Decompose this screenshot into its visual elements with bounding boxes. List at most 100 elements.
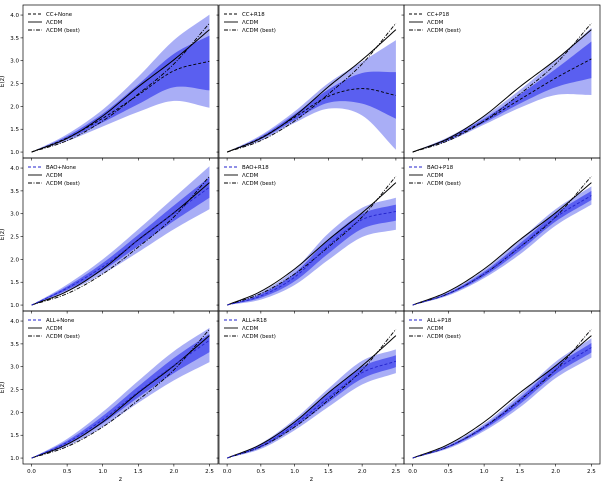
lcdm-best-line [31, 328, 210, 459]
band-95 [227, 40, 396, 153]
legend-entry: CC+R18 [242, 12, 265, 18]
plot-area [412, 22, 592, 153]
y-tick-label: 4.0 [10, 13, 19, 19]
lcdm-best-line [226, 22, 397, 153]
lcdm-best-line [31, 175, 210, 306]
legend-entry: BAO+P18 [427, 165, 454, 171]
lcdm-best-line [31, 22, 210, 153]
band-68 [412, 190, 592, 306]
legend: CC+P18 ΛCDM ΛCDM (best) [409, 12, 461, 34]
y-tick-label: 4.0 [10, 319, 19, 325]
band-68 [227, 71, 396, 153]
median-line [412, 58, 592, 153]
x-tick-label: 1.5 [324, 469, 333, 475]
band-95 [412, 186, 592, 306]
lcdm-best-line [412, 175, 592, 306]
legend-entry: ΛCDM [427, 326, 444, 332]
legend-entry: ALL+P18 [427, 318, 452, 324]
median-line [226, 88, 396, 153]
band-95 [31, 14, 210, 153]
y-tick-label: 3.5 [10, 36, 19, 42]
median-line [412, 195, 592, 306]
median-line [226, 360, 397, 459]
x-tick-label: 2.0 [358, 469, 367, 475]
y-tick-label: 3.0 [10, 212, 19, 218]
x-axis-label: z [119, 476, 122, 483]
panel-bao-r18: BAO+R18 ΛCDM ΛCDM (best) [216, 157, 405, 314]
band-95 [31, 327, 210, 459]
legend: ALL+P18 ΛCDM ΛCDM (best) [409, 318, 461, 340]
legend-entry: ΛCDM (best) [46, 181, 80, 187]
x-tick-label: 2.5 [587, 469, 596, 475]
plot-area [31, 327, 210, 459]
lcdm-line [412, 335, 592, 459]
band-95 [412, 27, 592, 153]
y-tick-label: 1.0 [10, 303, 19, 309]
x-tick-label: 1.0 [480, 469, 489, 475]
y-tick-label: 3.0 [10, 365, 19, 371]
legend-entry: ALL+R18 [242, 318, 267, 324]
panel-bao-p18: BAO+P18 ΛCDM ΛCDM (best) [401, 157, 601, 314]
median-line [31, 60, 210, 153]
panel-all-r18: 0.0 0.5 1.0 1.5 2.0 2.5 z ALL+R18 ΛCDM ΛCDM (best… [216, 310, 405, 483]
panel-cc-none: 1.0 1.5 2.0 2.5 3.0 3.5 4.0 E(z) CC+None ΛCDM ΛCDM… [0, 4, 219, 161]
y-tick-label: 1.5 [10, 280, 19, 286]
band-68 [227, 204, 396, 306]
x-tick-label: 0.5 [256, 469, 265, 475]
lcdm-line [412, 182, 592, 306]
y-tick-label: 3.0 [10, 59, 19, 65]
axes-frame [403, 310, 601, 465]
legend: ALL+None ΛCDM ΛCDM (best) [28, 318, 80, 340]
legend-entry: ΛCDM (best) [46, 28, 80, 34]
legend-entry: ΛCDM (best) [46, 334, 80, 340]
x-tick-label: 0.5 [63, 469, 72, 475]
legend: CC+R18 ΛCDM ΛCDM (best) [224, 12, 276, 34]
x-tick-label: 1.0 [98, 469, 107, 475]
legend-entry: ΛCDM (best) [242, 28, 276, 34]
x-tick-label: 1.5 [134, 469, 143, 475]
plot-area [31, 166, 210, 306]
lcdm-best-line [226, 175, 397, 306]
legend: CC+None ΛCDM ΛCDM (best) [28, 12, 80, 34]
panel-cc-r18: CC+R18 ΛCDM ΛCDM (best) [216, 4, 405, 161]
x-tick-label: 2.0 [170, 469, 179, 475]
y-tick-label: 3.5 [10, 342, 19, 348]
x-axis-label: z [310, 476, 313, 483]
y-tick-label: 2.0 [10, 257, 19, 263]
legend-entry: ΛCDM [427, 20, 444, 26]
legend-entry: CC+P18 [427, 12, 450, 18]
legend-entry: CC+None [46, 12, 73, 18]
legend-entry: ΛCDM [46, 173, 63, 179]
lcdm-line [226, 29, 397, 153]
legend-entry: ΛCDM [242, 20, 259, 26]
panel-all-none: 0.0 0.5 1.0 1.5 2.0 2.5 1.0 1.5 2.0 2.5 3.0 3.5 4.0 E… [0, 310, 219, 483]
legend-entry: ΛCDM [46, 20, 63, 26]
y-tick-label: 1.0 [10, 150, 19, 156]
band-68 [227, 355, 396, 459]
legend-entry: ΛCDM [46, 326, 63, 332]
y-axis-label: E(z) [0, 76, 6, 88]
legend-entry: ΛCDM (best) [242, 181, 276, 187]
plot-area [226, 175, 397, 306]
legend: BAO+R18 ΛCDM ΛCDM (best) [224, 165, 276, 187]
legend-entry: ΛCDM [242, 326, 259, 332]
panel-bao-none: 1.0 1.5 2.0 2.5 3.0 3.5 4.0 E(z) BAO+None ΛCDM ΛCD… [0, 157, 219, 314]
x-tick-label: 0.0 [27, 469, 36, 475]
axes-frame [22, 310, 219, 465]
legend-entry: ΛCDM (best) [242, 334, 276, 340]
legend-entry: BAO+R18 [242, 165, 269, 171]
legend-entry: ΛCDM (best) [427, 181, 461, 187]
x-tick-label: 1.0 [290, 469, 299, 475]
lcdm-line [31, 29, 210, 153]
legend: BAO+None ΛCDM ΛCDM (best) [28, 165, 80, 187]
plot-area [226, 328, 397, 459]
y-tick-label: 1.0 [10, 456, 19, 462]
x-tick-label: 2.5 [205, 469, 214, 475]
lcdm-line [226, 182, 397, 306]
x-tick-label: 0.5 [444, 469, 453, 475]
x-axis-label: z [500, 476, 503, 483]
y-tick-label: 2.5 [10, 82, 19, 88]
lcdm-line [31, 182, 210, 306]
x-tick-label: 2.0 [551, 469, 560, 475]
